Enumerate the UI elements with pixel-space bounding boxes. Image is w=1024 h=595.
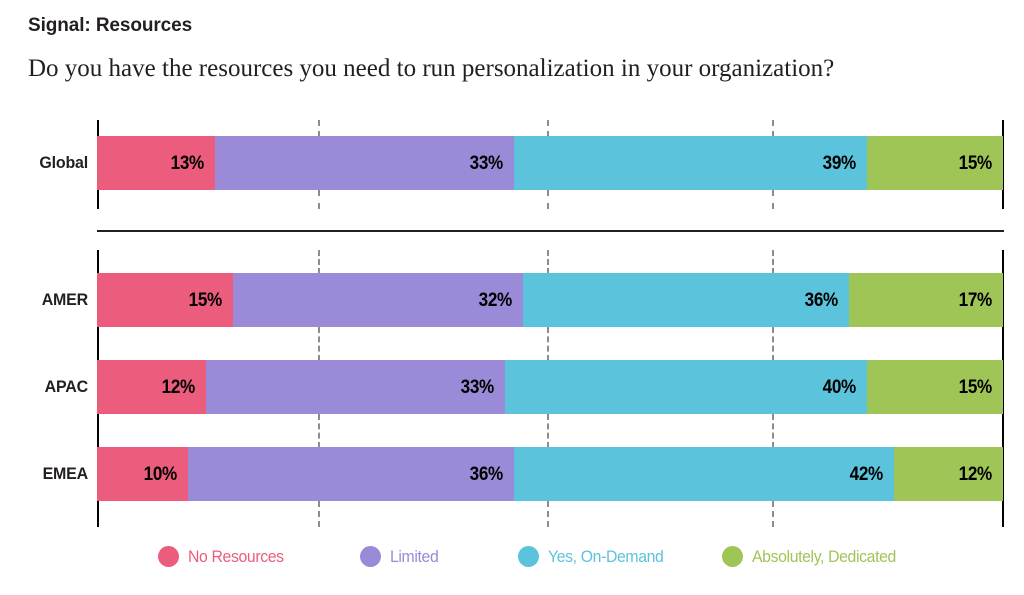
bar-segment-emea-2: 42% [513, 447, 895, 501]
legend-dot-icon [360, 545, 381, 567]
bar-segment-value: 17% [958, 289, 993, 311]
gridline-75-regional-a [772, 250, 774, 274]
bar-segment-apac-1: 33% [205, 360, 505, 414]
gridline-50-regional-a [547, 250, 549, 274]
gridline-75-regional-b [772, 327, 774, 361]
bar-segment-amer-3: 17% [848, 273, 1003, 327]
gridline-25-regional-a [318, 250, 320, 274]
row-label-amer: AMER [41, 290, 88, 309]
bar-segment-amer-1: 32% [232, 273, 523, 327]
bar-segment-value: 39% [822, 152, 857, 174]
legend-dot-icon [158, 545, 179, 567]
gridline-25-regional-d [318, 501, 320, 527]
gridline-50-global-bottom [547, 190, 549, 209]
group-divider [97, 230, 1004, 232]
bar-segment-amer-2: 36% [522, 273, 849, 327]
bar-segment-value: 15% [958, 376, 993, 398]
bar-segment-value: 12% [161, 376, 196, 398]
gridline-25-regional-b [318, 327, 320, 361]
page-title: Signal: Resources [28, 15, 193, 36]
gridline-50-regional-c [547, 414, 549, 448]
legend-item-2[interactable]: Yes, On-Demand [518, 544, 672, 568]
legend-item-label: No Resources [188, 546, 284, 566]
row-label-apac: APAC [44, 377, 89, 396]
bar-row-emea: 10% 36% 42% 12% [97, 447, 1003, 501]
bar-segment-value: 32% [478, 289, 513, 311]
bar-segment-apac-2: 40% [504, 360, 868, 414]
bar-segment-emea-1: 36% [187, 447, 514, 501]
gridline-50-global-top [547, 120, 549, 137]
bar-segment-value: 12% [958, 463, 993, 485]
regional-axis-right [1002, 250, 1004, 527]
bar-segment-emea-0: 10% [97, 447, 188, 501]
legend-dot-icon [518, 545, 539, 567]
bar-row-amer: 15% 32% 36% 17% [97, 273, 1003, 327]
row-label-emea: EMEA [42, 464, 89, 483]
gridline-50-regional-d [547, 501, 549, 527]
legend-item-1[interactable]: Limited [360, 544, 442, 568]
gridline-75-global-top [772, 120, 774, 137]
bar-segment-apac-3: 15% [867, 360, 1003, 414]
gridline-75-regional-d [772, 501, 774, 527]
legend-item-label: Yes, On-Demand [548, 546, 664, 566]
bar-segment-apac-0: 12% [97, 360, 206, 414]
bar-row-apac: 12% 33% 40% 15% [97, 360, 1003, 414]
bar-segment-value: 13% [170, 152, 205, 174]
bar-segment-value: 36% [469, 463, 504, 485]
gridline-50-regional-b [547, 327, 549, 361]
legend-item-3[interactable]: Absolutely, Dedicated [722, 544, 907, 568]
gridline-75-global-bottom [772, 190, 774, 209]
chart-legend: No Resources Limited Yes, On-Demand Absolut… [0, 544, 1024, 574]
bar-segment-global-0: 13% [97, 136, 215, 190]
global-axis-right [1002, 120, 1004, 209]
gridline-25-global-top [318, 120, 320, 137]
bar-segment-value: 10% [143, 463, 177, 485]
bar-segment-value: 15% [958, 152, 993, 174]
bar-row-global: 13% 33% 39% 15% [97, 136, 1003, 190]
legend-item-label: Absolutely, Dedicated [752, 546, 896, 566]
bar-segment-value: 40% [822, 376, 857, 398]
legend-item-label: Limited [390, 546, 439, 566]
chart-header: Signal: Resources Do you have the resour… [28, 14, 1008, 84]
bar-segment-value: 33% [460, 376, 495, 398]
bar-segment-value: 15% [188, 289, 223, 311]
bar-segment-value: 36% [804, 289, 839, 311]
bar-segment-global-1: 33% [214, 136, 514, 190]
bar-segment-amer-0: 15% [97, 273, 233, 327]
legend-dot-icon [722, 545, 743, 567]
gridline-25-global-bottom [318, 190, 320, 209]
bar-segment-value: 42% [850, 463, 884, 485]
bar-segment-global-3: 15% [867, 136, 1003, 190]
row-label-global: Global [39, 153, 88, 172]
gridline-25-regional-c [318, 414, 320, 448]
legend-item-0[interactable]: No Resources [158, 544, 291, 568]
bar-segment-global-2: 39% [513, 136, 868, 190]
gridline-75-regional-c [772, 414, 774, 448]
bar-segment-emea-3: 12% [894, 447, 1003, 501]
bar-segment-value: 33% [469, 152, 504, 174]
chart-question: Do you have the resources you need to ru… [28, 55, 835, 82]
